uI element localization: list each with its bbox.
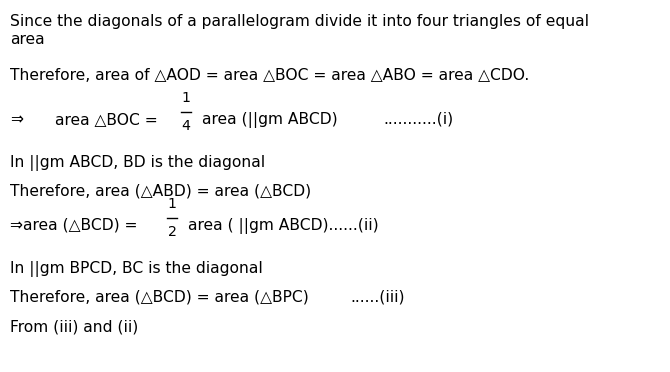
Text: Therefore, area (△BCD) = area (△BPC): Therefore, area (△BCD) = area (△BPC) <box>10 289 309 304</box>
Text: 4: 4 <box>182 119 190 133</box>
Text: area: area <box>10 32 45 47</box>
Text: ...........(i): ...........(i) <box>383 112 453 127</box>
Text: Therefore, area of △AOD = area △BOC = area △ABO = area △CDO.: Therefore, area of △AOD = area △BOC = ar… <box>10 68 529 83</box>
Text: 2: 2 <box>168 225 176 239</box>
Text: From (iii) and (ii): From (iii) and (ii) <box>10 320 138 335</box>
Text: In ||gm BPCD, BC is the diagonal: In ||gm BPCD, BC is the diagonal <box>10 261 263 277</box>
Text: area △BOC =: area △BOC = <box>55 112 163 127</box>
Text: area ( ||gm ABCD)......(ii): area ( ||gm ABCD)......(ii) <box>188 218 379 234</box>
Text: Therefore, area (△ABD) = area (△BCD): Therefore, area (△ABD) = area (△BCD) <box>10 183 311 198</box>
Text: ......(iii): ......(iii) <box>350 289 405 304</box>
Text: In ||gm ABCD, BD is the diagonal: In ||gm ABCD, BD is the diagonal <box>10 155 265 171</box>
Text: 1: 1 <box>168 197 176 211</box>
Text: Since the diagonals of a parallelogram divide it into four triangles of equal: Since the diagonals of a parallelogram d… <box>10 14 589 29</box>
Text: 1: 1 <box>182 91 190 105</box>
Text: ⇒: ⇒ <box>10 112 23 127</box>
Text: ⇒area (△BCD) =: ⇒area (△BCD) = <box>10 218 142 233</box>
Text: area (||gm ABCD): area (||gm ABCD) <box>202 112 338 128</box>
